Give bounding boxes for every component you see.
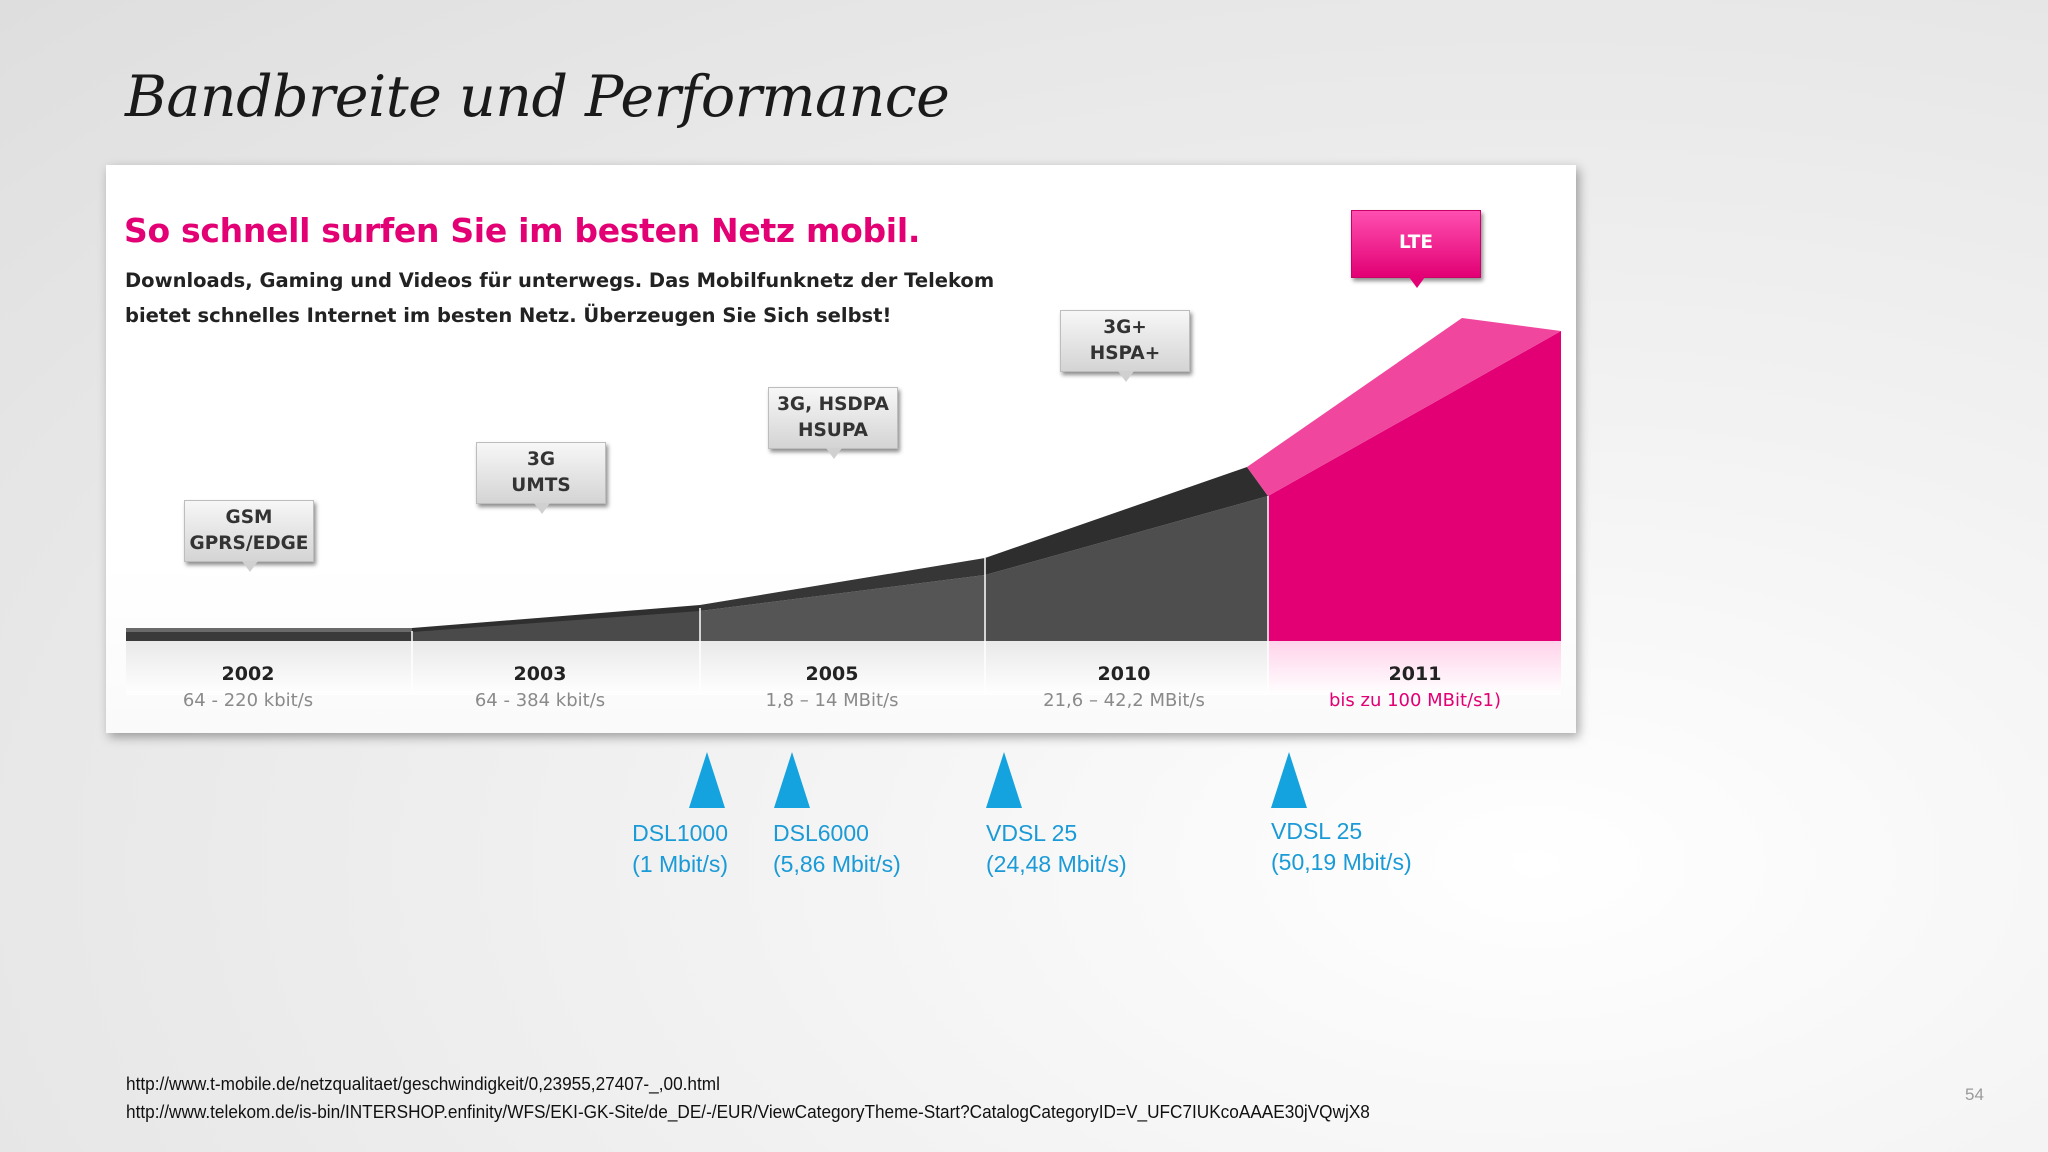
source-link[interactable]: http://www.telekom.de/is-bin/INTERSHOP.e… [126,1101,1370,1122]
dsl-marker-arrow [1271,752,1307,808]
page-number: 54 [1965,1085,1984,1104]
tech-box-lte: LTE [1351,210,1481,288]
band-lte-top [1247,318,1561,496]
dsl-name: VDSL 25 [986,820,1078,846]
year-label: 2010 [1097,663,1151,685]
speed-label: bis zu 100 MBit/s1) [1328,690,1502,711]
dsl-label-dsl6000: DSL6000 (5,86 Mbit/s) [773,818,901,880]
dsl-name: DSL1000 [632,820,728,846]
callout-pointer [826,448,842,459]
speed-label: 64 - 384 kbit/s [474,690,606,711]
year-label: 2003 [513,663,567,685]
tech-name: GSM [225,507,273,528]
tech-name: 3G [526,449,556,470]
band-lte [1268,331,1561,641]
panel-subtext-line2: bietet schnelles Internet im besten Netz… [125,304,892,327]
dsl-rate: (50,19 Mbit/s) [1271,849,1412,875]
dsl-label-vdsl25-a: VDSL 25 (24,48 Mbit/s) [986,818,1127,880]
year-label: 2005 [805,663,859,685]
dsl-label-vdsl25-b: VDSL 25 (50,19 Mbit/s) [1271,816,1412,878]
panel-headline: So schnell surfen Sie im besten Netz mob… [124,211,921,250]
slide-title: Bandbreite und Performance [125,64,950,130]
tech-subname: UMTS [511,475,571,496]
dsl-label-dsl1000: DSL1000 (1 Mbit/s) [600,818,728,880]
tech-subname: HSUPA [797,420,868,441]
band-umts-top [412,605,700,632]
tech-box-hspa: 3G+ HSPA+ [1060,310,1190,382]
dsl-rate: (24,48 Mbit/s) [986,851,1127,877]
dsl-name: VDSL 25 [1271,818,1363,844]
source-link[interactable]: http://www.t-mobile.de/netzqualitaet/ges… [126,1073,720,1094]
network-speed-panel: So schnell surfen Sie im besten Netz mob… [106,165,1576,733]
year-label: 2002 [221,663,275,685]
speed-label: 64 - 220 kbit/s [182,690,314,711]
speed-label: 1,8 – 14 MBit/s [765,690,899,711]
tech-subname: HSPA+ [1089,343,1161,364]
callout-pointer [1409,277,1425,288]
panel-subtext-line1: Downloads, Gaming und Videos für unterwe… [125,269,995,292]
band-hsdpa-top [700,558,985,611]
dsl-rate: (1 Mbit/s) [632,851,728,877]
year-label: 2011 [1388,663,1442,685]
tech-name: 3G, HSDPA [777,394,889,415]
tech-name: LTE [1399,232,1433,253]
speed-growth-graphic [126,318,1561,695]
band-gsm [126,631,412,641]
dsl-rate: (5,86 Mbit/s) [773,851,901,877]
tech-subname: GPRS/EDGE [189,533,309,554]
tech-name: 3G+ [1103,317,1147,338]
reflection-pink [1268,641,1561,695]
band-hspa [985,496,1268,641]
callout-pointer [242,561,258,572]
tech-box-gsm: GSM GPRS/EDGE [184,500,314,572]
dsl-marker-arrow [689,752,725,808]
speed-label: 21,6 – 42,2 MBit/s [1043,690,1205,711]
band-gsm-top [126,628,412,632]
dsl-marker-arrow [986,752,1022,808]
callout-pointer [1118,371,1134,382]
tech-box-hsdpa: 3G, HSDPA HSUPA [768,387,898,459]
tech-box-umts: 3G UMTS [476,442,606,514]
dsl-marker-arrow [774,752,810,808]
callout-pointer [534,503,550,514]
band-hspa-top [985,467,1268,575]
dsl-name: DSL6000 [773,820,869,846]
band-hsdpa [700,575,985,641]
